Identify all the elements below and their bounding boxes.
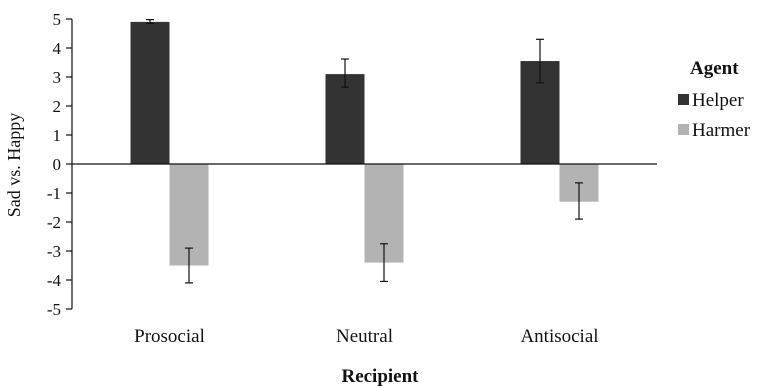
- legend-swatch-helper: [678, 94, 689, 105]
- bar-helper-prosocial: [130, 21, 170, 165]
- y-tick-label: 4: [53, 39, 62, 58]
- y-tick-label: -3: [47, 242, 61, 261]
- y-axis-title: Sad vs. Happy: [4, 113, 24, 218]
- x-category-label: Prosocial: [134, 326, 205, 347]
- error-bars: [146, 18, 583, 284]
- x-axis-title: Recipient: [341, 366, 419, 387]
- y-tick-label: 5: [53, 10, 62, 29]
- x-category-label: Antisocial: [520, 326, 598, 347]
- legend-swatch-harmer: [678, 124, 689, 135]
- y-tick-label: 1: [53, 126, 62, 145]
- y-tick-label: -4: [47, 271, 62, 290]
- legend-label-helper: Helper: [692, 90, 744, 111]
- x-category-labels: Prosocial Neutral Antisocial: [134, 326, 598, 347]
- legend: Agent Helper Harmer: [678, 58, 751, 141]
- bar-helper-neutral: [325, 74, 365, 164]
- legend-title: Agent: [690, 58, 739, 79]
- y-tick-label: -1: [47, 184, 61, 203]
- y-axis: 5 4 3 2 1 0 -1 -2 -3 -4 -5: [47, 10, 73, 319]
- legend-label-harmer: Harmer: [692, 120, 751, 141]
- y-tick-label: -5: [47, 300, 61, 319]
- x-category-label: Neutral: [336, 326, 393, 347]
- bars: [130, 21, 599, 266]
- y-tick-label: 2: [53, 97, 62, 116]
- y-tick-label: 0: [53, 155, 62, 174]
- y-tick-label: -2: [47, 213, 61, 232]
- y-tick-label: 3: [53, 68, 62, 87]
